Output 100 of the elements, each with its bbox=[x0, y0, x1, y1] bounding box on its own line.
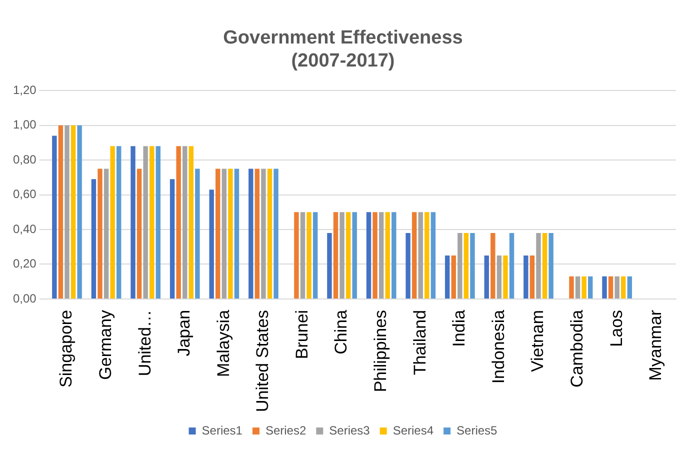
bar bbox=[470, 232, 475, 298]
bar bbox=[267, 168, 272, 298]
bar bbox=[254, 168, 260, 298]
bar bbox=[312, 212, 318, 298]
text: Government Effectiveness bbox=[223, 28, 463, 49]
bar bbox=[366, 212, 372, 298]
text: (2007-2017) bbox=[291, 50, 395, 72]
legend-label: Series2 bbox=[265, 423, 306, 438]
bar bbox=[458, 232, 462, 298]
bar bbox=[143, 146, 148, 298]
legend-label: Series5 bbox=[456, 423, 498, 438]
bar bbox=[548, 232, 554, 298]
bar bbox=[608, 276, 614, 298]
bar bbox=[588, 276, 593, 298]
bar bbox=[64, 125, 70, 298]
bar bbox=[575, 276, 580, 298]
bar bbox=[306, 212, 312, 298]
bar bbox=[209, 190, 214, 298]
bar bbox=[156, 146, 161, 298]
bar bbox=[627, 276, 632, 298]
bar bbox=[569, 276, 574, 298]
x-tick-label: China bbox=[332, 309, 351, 354]
bar bbox=[424, 212, 430, 298]
bar bbox=[222, 168, 227, 298]
bar bbox=[484, 256, 489, 298]
bar bbox=[130, 146, 136, 298]
x-tick-label: Malaysia bbox=[214, 309, 233, 378]
bar bbox=[346, 212, 351, 298]
bar bbox=[150, 146, 154, 298]
bar bbox=[228, 168, 233, 298]
bar bbox=[412, 212, 417, 298]
legend-label: Series4 bbox=[392, 423, 434, 438]
bar bbox=[385, 212, 390, 298]
bar bbox=[464, 232, 469, 298]
bar bbox=[52, 136, 57, 298]
bar bbox=[536, 232, 541, 298]
x-tick-label: Indonesia bbox=[488, 309, 508, 384]
bar bbox=[333, 212, 338, 298]
bar bbox=[261, 168, 266, 298]
legend-label: Series3 bbox=[329, 423, 370, 438]
bar bbox=[372, 212, 378, 298]
x-tick-label: Singapore bbox=[56, 310, 76, 388]
bar bbox=[530, 256, 535, 298]
bar bbox=[104, 168, 109, 298]
x-tick-label: Japan bbox=[174, 310, 194, 356]
y-tick-label: 0,40 bbox=[12, 222, 37, 236]
bar bbox=[340, 212, 344, 298]
bar bbox=[542, 232, 548, 298]
bar bbox=[188, 146, 194, 298]
x-tick-label: United… bbox=[135, 310, 154, 376]
bar bbox=[406, 232, 410, 298]
bar bbox=[274, 168, 278, 298]
bar bbox=[182, 146, 188, 298]
y-tick-label: 0,00 bbox=[12, 291, 37, 306]
bar bbox=[110, 146, 115, 298]
bar bbox=[248, 168, 254, 298]
bar bbox=[70, 125, 76, 298]
x-tick-label: Philippines bbox=[371, 310, 390, 392]
bar bbox=[430, 212, 436, 298]
bar bbox=[77, 125, 82, 298]
bar bbox=[496, 256, 502, 298]
bar bbox=[444, 256, 450, 298]
bar bbox=[176, 146, 181, 298]
bar bbox=[418, 212, 423, 298]
bar bbox=[614, 276, 620, 298]
bar bbox=[392, 212, 396, 298]
y-tick-label: 0,80 bbox=[12, 152, 37, 166]
bar bbox=[216, 168, 220, 298]
bar bbox=[378, 212, 384, 298]
bar bbox=[98, 168, 102, 298]
bar bbox=[91, 179, 96, 298]
bar bbox=[582, 276, 586, 298]
bar bbox=[136, 168, 142, 298]
bar bbox=[294, 212, 299, 298]
x-tick-label: Myanmar bbox=[646, 310, 666, 381]
bar bbox=[352, 212, 357, 298]
x-tick-label: United States bbox=[253, 310, 272, 412]
bar bbox=[524, 256, 528, 298]
bar bbox=[170, 179, 175, 298]
bar bbox=[300, 212, 306, 298]
bar bbox=[620, 276, 626, 298]
y-tick-label: 0,60 bbox=[12, 187, 37, 202]
bar bbox=[116, 146, 122, 298]
bar bbox=[451, 256, 456, 298]
bar bbox=[234, 168, 240, 298]
x-tick-label: Brunei bbox=[292, 310, 312, 360]
bar bbox=[327, 232, 332, 298]
x-tick-label: Laos bbox=[606, 310, 626, 347]
y-tick-label: 0,20 bbox=[12, 256, 37, 271]
x-tick-label: Germany bbox=[96, 309, 115, 380]
bar bbox=[602, 276, 607, 298]
bar bbox=[509, 232, 514, 298]
x-tick-label: Thailand bbox=[410, 310, 430, 376]
bar bbox=[195, 168, 200, 298]
x-tick-label: Vietnam bbox=[528, 310, 548, 372]
x-tick-label: Cambodia bbox=[567, 309, 586, 388]
y-tick-label: 1,00 bbox=[12, 118, 37, 132]
bar bbox=[490, 232, 496, 298]
legend-label: Series1 bbox=[202, 423, 243, 438]
y-tick-label: 1,20 bbox=[12, 82, 37, 97]
